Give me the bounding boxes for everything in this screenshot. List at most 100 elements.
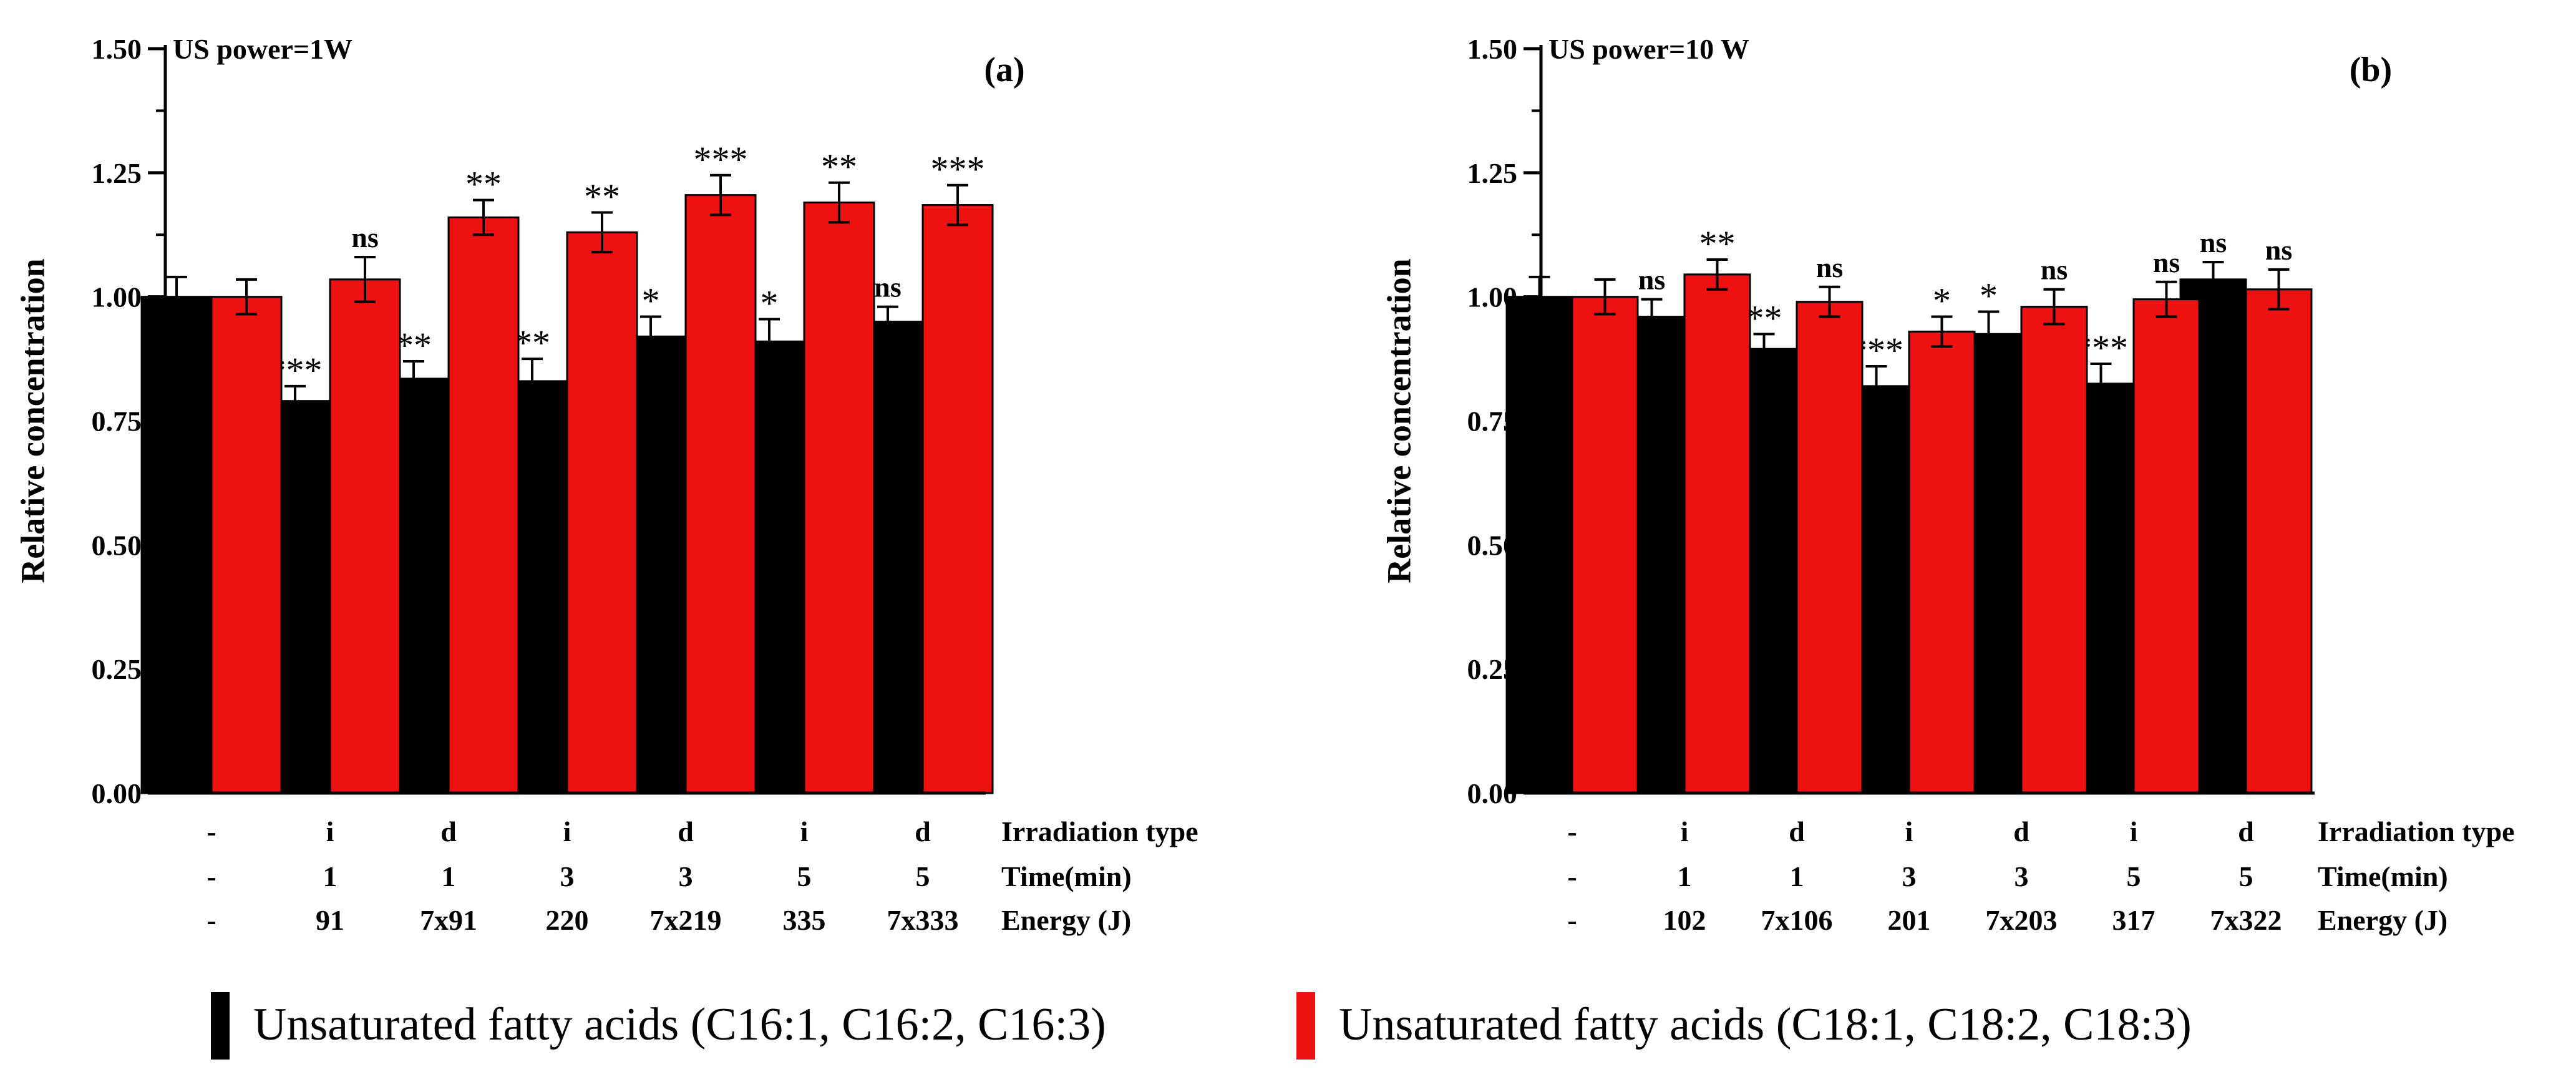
x-category-time-label: 3 (560, 860, 575, 892)
x-category-energy-label: 220 (546, 904, 589, 936)
x-category-energy-label: 317 (2112, 904, 2156, 936)
bar-s2-c2 (1683, 273, 1751, 794)
panel-label: (a) (984, 51, 1024, 89)
significance-label: ** (821, 147, 857, 187)
y-axis-label: Relative concentration (14, 258, 51, 583)
error-bar-s1-c3 (1753, 333, 1775, 366)
x-category-irradiation-type-label: i (800, 816, 809, 847)
error-bar-s1-c7 (877, 305, 898, 338)
error-bar-s2-c6 (829, 181, 850, 224)
x-category-energy-label: 335 (783, 904, 826, 936)
significance-label: ** (1699, 223, 1736, 264)
chart-title: US power=1W (173, 33, 352, 65)
bar-s2-c4 (566, 231, 638, 794)
y-tick-label: 0.00 (1467, 777, 1518, 809)
error-bar-s1-c6 (759, 318, 780, 366)
x-row-title: Irradiation type (1001, 816, 1198, 847)
significance-label: * (642, 280, 660, 321)
x-category-time-label: - (207, 860, 216, 892)
error-bar-s1-c4 (522, 358, 543, 405)
y-tick-label: 1.25 (1467, 157, 1518, 189)
bar-s2-c3 (1796, 301, 1864, 794)
significance-label: ns (2041, 254, 2068, 286)
x-category-time-label: 1 (1678, 860, 1692, 892)
bar-s2-c6 (2132, 298, 2200, 794)
y-tick-label: 0.25 (1467, 653, 1518, 685)
x-row-title: Time(min) (2318, 860, 2448, 892)
y-tick-label: 0.75 (1467, 406, 1518, 437)
x-category-irradiation-type-label: d (2013, 816, 2029, 847)
x-category-irradiation-type-label: i (563, 816, 571, 847)
x-category-irradiation-type-label: d (1789, 816, 1805, 847)
bar-s2-c2 (329, 278, 401, 794)
legend-swatch-2 (1296, 992, 1315, 1060)
error-bar-s1-c3 (403, 360, 424, 397)
significance-label: ** (465, 164, 502, 205)
bar-s2-c1 (1571, 296, 1639, 794)
y-tick-label: 1.25 (92, 157, 142, 189)
x-category-energy-label: 7x333 (887, 904, 959, 936)
x-category-irradiation-type-label: - (207, 816, 216, 847)
y-axis-label: Relative concentration (1380, 258, 1417, 583)
significance-label: ns (2200, 227, 2227, 258)
error-bar-s2-c3 (1819, 285, 1840, 318)
x-category-irradiation-type-label: - (1567, 816, 1577, 847)
x-category-time-label: 3 (2015, 860, 2029, 892)
x-category-irradiation-type-label: i (1681, 816, 1689, 847)
x-category-energy-label: 102 (1663, 904, 1706, 936)
x-category-irradiation-type-label: d (440, 816, 457, 847)
x-category-time-label: 5 (797, 860, 812, 892)
x-category-time-label: - (1567, 860, 1577, 892)
x-category-time-label: 5 (916, 860, 930, 892)
significance-label: * (1980, 276, 1998, 316)
error-bar-s2-c4 (591, 211, 613, 254)
y-tick-label: 1.00 (92, 281, 142, 313)
error-bar-s2-c6 (2156, 280, 2177, 318)
error-bar-s1-c6 (2090, 363, 2112, 405)
error-bar-s1-c1 (166, 275, 187, 318)
significance-label: *** (694, 139, 748, 180)
error-bar-s1-c4 (1865, 365, 1887, 407)
error-bar-s2-c5 (2043, 288, 2065, 326)
legend-label-1: Unsaturated fatty acids (C16:1, C16:2, C… (253, 999, 1106, 1050)
bar-s2-c5 (684, 194, 757, 794)
significance-label: ** (584, 176, 620, 217)
y-tick-label: 0.50 (1467, 529, 1518, 561)
error-bar-s2-c7 (2268, 268, 2290, 311)
x-category-energy-label: 7x91 (420, 904, 477, 936)
x-row-title: Energy (J) (1001, 904, 1131, 936)
error-bar-s2-c5 (710, 173, 731, 217)
error-bar-s2-c2 (1706, 258, 1728, 291)
y-tick-label: 0.00 (92, 777, 142, 809)
error-bar-s1-c5 (640, 315, 661, 358)
bar-s2-c7 (921, 204, 994, 794)
y-tick-label: 0.50 (92, 529, 142, 561)
error-bar-s2-c3 (473, 198, 494, 236)
significance-label: ns (874, 271, 901, 303)
significance-label: ** (1746, 298, 1782, 338)
legend-label-2: Unsaturated fatty acids (C18:1, C18:2, C… (1339, 999, 2192, 1050)
x-row-title: Energy (J) (2318, 904, 2447, 936)
y-tick-label: 0.75 (92, 406, 142, 437)
x-category-energy-label: 7x203 (1986, 904, 2058, 936)
error-bar-s2-c4 (1931, 315, 1953, 348)
significance-label: ns (2265, 234, 2292, 266)
bar-s2-c4 (1908, 330, 1976, 794)
y-tick-label: 0.25 (92, 653, 142, 685)
bar-s2-c6 (803, 202, 875, 794)
x-category-energy-label: - (1567, 904, 1577, 936)
x-category-energy-label: 7x106 (1761, 904, 1833, 936)
x-category-time-label: 3 (1902, 860, 1917, 892)
x-category-energy-label: 7x322 (2210, 904, 2282, 936)
x-category-time-label: 1 (442, 860, 456, 892)
y-tick-label: 1.00 (1467, 281, 1518, 313)
x-category-time-label: 3 (679, 860, 693, 892)
x-category-irradiation-type-label: d (2238, 816, 2254, 847)
significance-label: ns (1638, 264, 1665, 296)
x-category-time-label: 1 (1790, 860, 1804, 892)
significance-label: ns (2153, 246, 2180, 278)
y-tick-label: 1.50 (1467, 33, 1518, 65)
error-bar-s1-c2 (284, 384, 306, 417)
x-category-energy-label: 201 (1888, 904, 1931, 936)
